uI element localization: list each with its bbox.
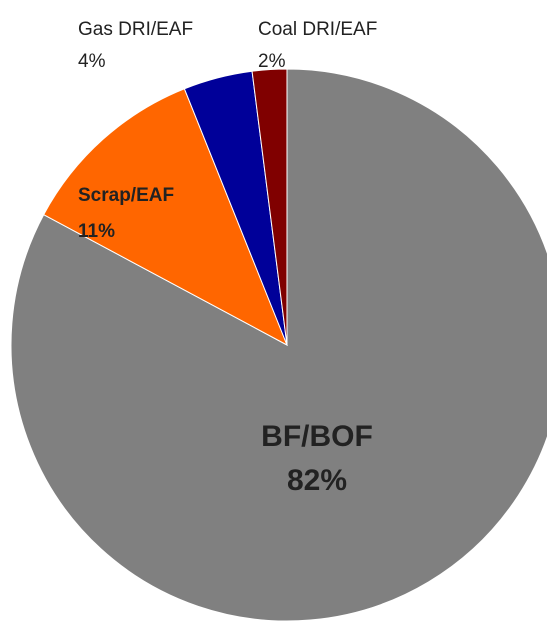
slice-value-label: 82% [287,464,347,497]
slice-label: Scrap/EAF [78,185,174,206]
slice-label: Gas DRI/EAF [78,19,193,40]
slice-value-label: 2% [258,51,286,72]
pie-slice [10,68,547,621]
slice-label: Coal DRI/EAF [258,19,377,40]
slice-value-label: 11% [78,221,115,242]
pie-slice [251,68,288,346]
pie-slice [43,88,288,347]
slice-value-label: 4% [78,51,106,72]
slice-label: BF/BOF [261,420,373,453]
